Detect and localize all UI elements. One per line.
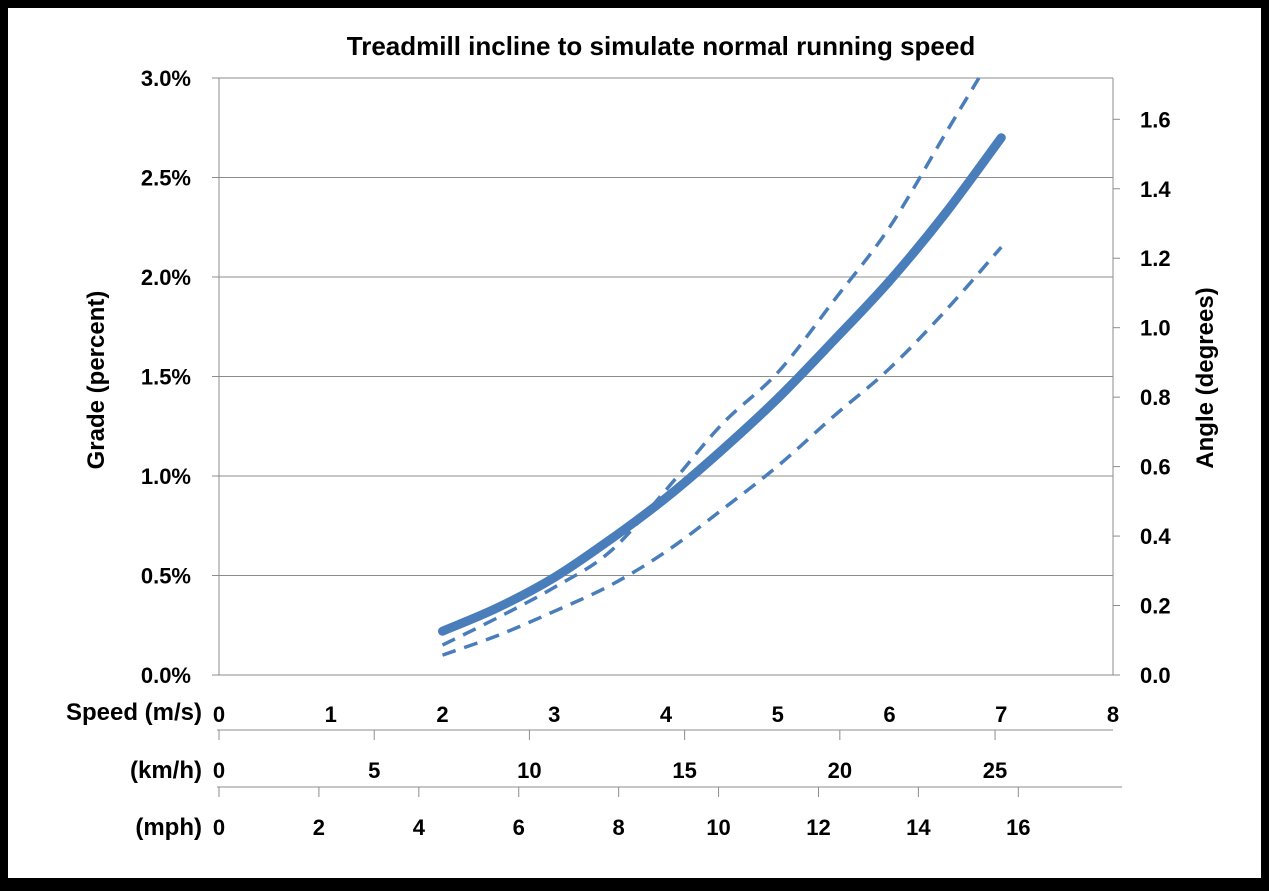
y-left-tick-label: 1.5%: [141, 365, 191, 390]
x-axis-ms-tick-label: 2: [436, 702, 448, 727]
x-axis-ms-tick-label: 0: [213, 702, 225, 727]
x-axis-mph-tick-label: 12: [806, 815, 830, 840]
x-axis-kmh-tick-label: 5: [368, 758, 380, 783]
y-axis-right-label: Angle (degrees): [1192, 287, 1219, 468]
x-axis-kmh-tick-label: 0: [213, 758, 225, 783]
x-axis-kmh-tick-label: 15: [672, 758, 696, 783]
x-axis-ms-tick-label: 4: [660, 702, 673, 727]
x-axis-kmh-tick-label: 25: [983, 758, 1007, 783]
x-axis-ms-tick-label: 5: [772, 702, 784, 727]
y-axis-left-label: Grade (percent): [83, 291, 110, 470]
x-axis-mph-tick-label: 6: [513, 815, 525, 840]
x-axis-mph-tick-label: 0: [213, 815, 225, 840]
y-left-tick-label: 2.0%: [141, 265, 191, 290]
x-axis-ms-tick-label: 6: [883, 702, 895, 727]
x-axis-mph-tick-label: 10: [706, 815, 730, 840]
x-axis-speed-ms-label: Speed (m/s): [66, 699, 202, 726]
chart-title: Treadmill incline to simulate normal run…: [347, 31, 975, 61]
x-axis-ms-tick-label: 1: [325, 702, 337, 727]
x-axis-mph-tick-label: 8: [613, 815, 625, 840]
x-axis-mph-tick-label: 4: [413, 815, 426, 840]
y-right-tick-label: 0.6: [1140, 455, 1171, 480]
x-axis-ms-tick-label: 7: [995, 702, 1007, 727]
y-right-tick-label: 0.8: [1140, 385, 1171, 410]
y-right-tick-label: 1.4: [1140, 177, 1171, 202]
y-right-tick-label: 0.2: [1140, 594, 1171, 619]
x-axis-kmh-label: (km/h): [130, 757, 202, 784]
x-axis-mph-tick-label: 14: [906, 815, 931, 840]
y-left-tick-label: 2.5%: [141, 166, 191, 191]
y-right-tick-label: 1.6: [1140, 107, 1171, 132]
x-axis-kmh-tick-label: 20: [828, 758, 852, 783]
y-left-tick-label: 0.0%: [141, 663, 191, 688]
y-right-tick-label: 0.0: [1140, 663, 1171, 688]
x-axis-mph-label: (mph): [135, 814, 202, 841]
chart-background: [8, 8, 1261, 878]
x-axis-mph-tick-label: 2: [313, 815, 325, 840]
y-right-tick-label: 1.2: [1140, 246, 1171, 271]
x-axis-ms-tick-label: 3: [548, 702, 560, 727]
y-left-tick-label: 0.5%: [141, 564, 191, 589]
x-axis-mph-tick-label: 16: [1006, 815, 1030, 840]
x-axis-ms-tick-label: 8: [1107, 702, 1119, 727]
x-axis-kmh-tick-label: 10: [517, 758, 541, 783]
y-left-tick-label: 3.0%: [141, 66, 191, 91]
y-right-tick-label: 1.0: [1140, 316, 1171, 341]
y-right-tick-label: 0.4: [1140, 524, 1171, 549]
y-left-tick-label: 1.0%: [141, 464, 191, 489]
